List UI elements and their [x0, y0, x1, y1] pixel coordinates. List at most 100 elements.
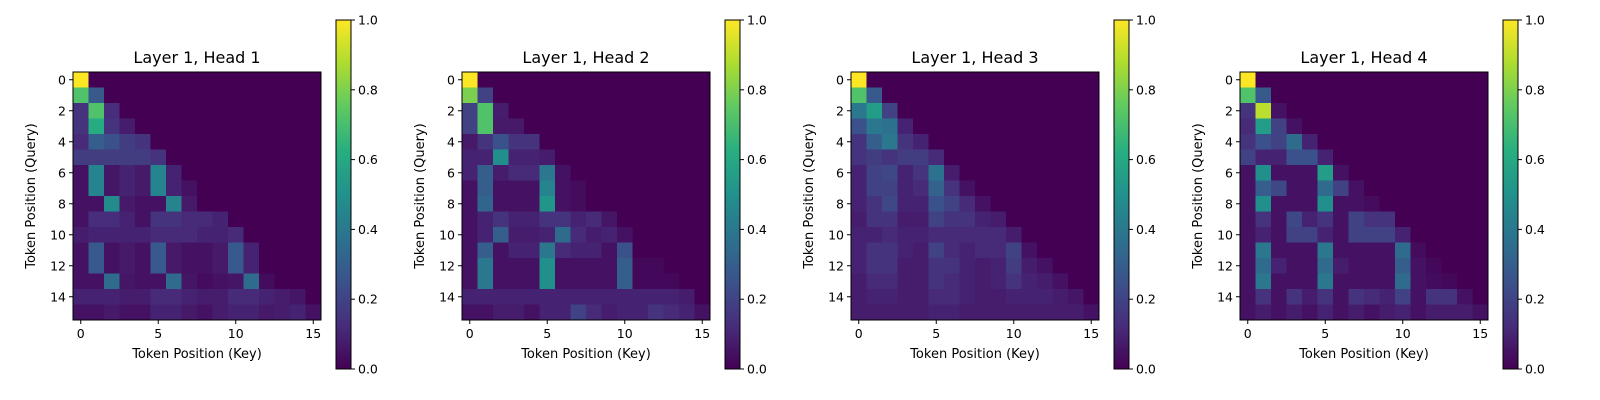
heatmap-cell: [1441, 134, 1458, 150]
heatmap-cell: [73, 304, 89, 321]
y-tick-label: 12: [1217, 258, 1233, 273]
heatmap-cell: [913, 196, 929, 212]
heatmap-cell: [259, 118, 275, 135]
y-tick-label: 6: [58, 165, 66, 180]
heatmap-cell: [1037, 196, 1053, 212]
heatmap-cell: [663, 273, 680, 290]
heatmap-cell: [679, 103, 695, 119]
heatmap-cell: [1021, 211, 1038, 228]
heatmap-cell: [88, 211, 105, 228]
heatmap-cell: [1037, 242, 1053, 259]
heatmap-cell: [586, 227, 602, 243]
heatmap-cell: [1037, 211, 1053, 228]
heatmap-cell: [1037, 258, 1053, 274]
colorbar-tick-label: 0.8: [358, 82, 378, 97]
heatmap-cell: [1302, 149, 1318, 166]
heatmap-cell: [1410, 242, 1427, 259]
heatmap-cell: [1317, 258, 1334, 274]
heatmap-cell: [1348, 118, 1365, 135]
heatmap-cell: [1068, 165, 1084, 181]
heatmap-cell: [493, 149, 509, 166]
y-tick-label: 0: [58, 72, 66, 87]
heatmap-cell: [990, 103, 1007, 119]
heatmap-cell: [1083, 103, 1100, 119]
heatmap-cell: [570, 87, 587, 104]
heatmap-cell: [1286, 149, 1303, 166]
heatmap-cell: [1472, 118, 1489, 135]
heatmap-cell: [524, 87, 540, 104]
heatmap-cell: [524, 103, 540, 119]
heatmap-cell: [1006, 72, 1022, 88]
heatmap-cell: [88, 134, 105, 150]
heatmap-cell: [1364, 289, 1380, 305]
heatmap-cell: [1255, 227, 1272, 243]
heatmap-cell: [617, 242, 633, 259]
heatmap-cell: [1426, 180, 1442, 197]
colorbar-tick-label: 0.4: [747, 222, 767, 237]
heatmap-cell: [913, 258, 929, 274]
heatmap-cell: [959, 227, 976, 243]
heatmap-cell: [1052, 273, 1069, 290]
heatmap-cell: [181, 134, 198, 150]
heatmap-cell: [866, 149, 883, 166]
heatmap-cell: [166, 273, 182, 290]
heatmap-cell: [897, 149, 914, 166]
heatmap-cell: [150, 103, 167, 119]
heatmap-cell: [1333, 289, 1349, 305]
heatmap-cell: [694, 227, 711, 243]
heatmap-cell: [648, 165, 664, 181]
heatmap-cell: [694, 304, 711, 321]
heatmap-cell: [1317, 134, 1334, 150]
heatmap-cell: [259, 242, 275, 259]
heatmap-cell: [570, 72, 587, 88]
heatmap-cell: [694, 196, 711, 212]
heatmap-cell: [586, 180, 602, 197]
heatmap-cell: [1348, 87, 1365, 104]
heatmap-cell: [975, 134, 991, 150]
heatmap-cell: [166, 72, 182, 88]
heatmap-cell: [555, 72, 571, 88]
heatmap-cell: [1348, 103, 1365, 119]
heatmap-cell: [462, 134, 478, 150]
heatmap-cell: [150, 227, 167, 243]
heatmap-cell: [1052, 149, 1069, 166]
heatmap-cell: [1037, 149, 1053, 166]
heatmap-cell: [88, 258, 105, 274]
heatmap-cell: [632, 227, 649, 243]
heatmap-cell: [1426, 273, 1442, 290]
heatmap-cell: [617, 211, 633, 228]
heatmap-cell: [135, 134, 151, 150]
heatmap-cell: [1472, 304, 1489, 321]
heatmap-cell: [601, 118, 618, 135]
y-tick-label: 4: [1225, 134, 1233, 149]
heatmap-cell: [539, 149, 556, 166]
heatmap-cell: [119, 227, 136, 243]
colorbar-tick-label: 0.6: [747, 152, 767, 167]
heatmap-cell: [1395, 134, 1411, 150]
heatmap-cell: [477, 211, 494, 228]
heatmap-cell: [259, 211, 275, 228]
heatmap-cell: [1271, 273, 1287, 290]
heatmap-cell: [1240, 211, 1256, 228]
heatmap-cell: [1021, 242, 1038, 259]
heatmap-panel-2: Layer 1, Head 2 0 5 10 15 0 2 4 6 8 10 12 14 Token Po…: [413, 13, 767, 377]
heatmap-cell: [212, 165, 229, 181]
heatmap-cell: [1240, 149, 1256, 166]
heatmap-cell: [228, 118, 244, 135]
heatmap-cell: [679, 242, 695, 259]
heatmap-cell: [119, 196, 136, 212]
heatmap-cell: [1348, 289, 1365, 305]
heatmap-cell: [944, 118, 960, 135]
heatmap-cells: [73, 72, 322, 321]
heatmap-cell: [1457, 304, 1473, 321]
heatmap-cell: [679, 304, 695, 321]
heatmap-cell: [1037, 273, 1053, 290]
heatmap-cell: [290, 227, 306, 243]
heatmap-cell: [305, 103, 322, 119]
heatmap-cell: [990, 242, 1007, 259]
colorbar: 0.0 0.2 0.4 0.6 0.8 1.0: [1502, 13, 1545, 377]
heatmap-cell: [1255, 273, 1272, 290]
heatmap-cell: [290, 149, 306, 166]
heatmap-cell: [274, 196, 291, 212]
heatmap-cell: [259, 196, 275, 212]
